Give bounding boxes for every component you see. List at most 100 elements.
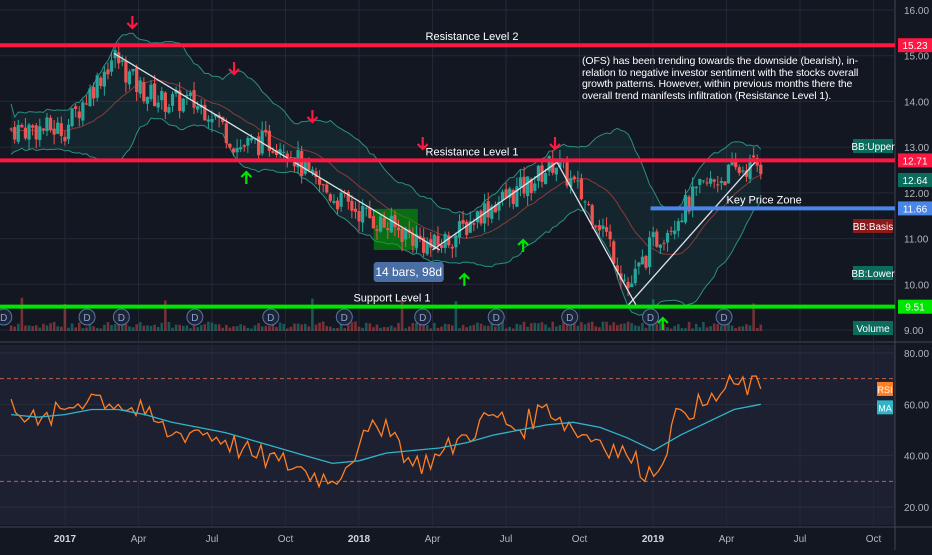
candle-body — [267, 130, 271, 151]
volume-bar — [253, 325, 257, 331]
volume-bar — [468, 325, 472, 331]
candle-body — [604, 227, 609, 232]
trend-line — [432, 158, 563, 251]
candle-body — [730, 161, 734, 166]
candle-body — [152, 83, 157, 107]
candle-body — [569, 178, 573, 188]
volume-bar — [400, 300, 404, 331]
candle-body — [493, 205, 497, 213]
candle-body — [206, 119, 210, 122]
badge-label: BB:Lower — [851, 269, 895, 280]
volume-bar — [103, 324, 106, 331]
candle-body — [515, 186, 519, 207]
level-price-label: 15.23 — [902, 41, 927, 52]
candle-body — [425, 241, 429, 255]
volume-bar — [655, 323, 659, 331]
volume-bar — [465, 327, 468, 331]
candle-body — [475, 211, 480, 223]
volume-bar — [433, 322, 436, 331]
candle-body — [640, 256, 645, 265]
volume-bar — [77, 322, 81, 331]
candle-body — [691, 186, 695, 211]
volume-bar — [34, 325, 38, 331]
price-tick-label: 12.00 — [904, 189, 929, 200]
candle-body — [321, 184, 325, 186]
volume-bar — [461, 324, 465, 331]
volume-bar — [727, 321, 730, 331]
candle-body — [188, 92, 193, 96]
candle-body — [547, 156, 551, 172]
candle-body — [289, 157, 293, 159]
dividend-marker-label: D — [566, 313, 573, 324]
volume-bar — [637, 326, 641, 331]
time-tick-label: Oct — [866, 534, 882, 545]
volume-bar — [67, 327, 70, 331]
rsi-badge — [877, 381, 893, 396]
candle-body — [127, 71, 132, 85]
volume-bar — [286, 328, 289, 331]
candle-body — [759, 164, 763, 175]
volume-bar — [669, 328, 673, 331]
volume-bar — [576, 325, 580, 331]
time-tick-label: 2018 — [348, 534, 371, 545]
candle-body — [364, 207, 368, 209]
volume-bar — [232, 326, 235, 331]
candle-body — [752, 155, 756, 158]
candle-body — [117, 52, 121, 64]
volume-bar — [300, 324, 303, 331]
candle-body — [81, 102, 85, 121]
volume-bar — [56, 326, 60, 331]
down-arrow — [416, 137, 429, 151]
volume-bar — [217, 324, 221, 331]
candle-body — [651, 232, 655, 238]
candle-body — [723, 181, 727, 186]
volume-bar — [20, 297, 24, 331]
candle-body — [239, 147, 243, 150]
candle-body — [41, 128, 45, 131]
level-price-label: 12.71 — [902, 156, 927, 167]
volume-bar — [425, 325, 429, 331]
volume-bar — [397, 322, 400, 331]
volume-bar — [336, 328, 339, 331]
candle-body — [16, 124, 20, 142]
volume-bar — [720, 325, 723, 331]
candle-body — [346, 191, 350, 202]
volume-bar — [13, 326, 16, 331]
time-axis: 2017 Apr Jul Oct 2018 Apr Jul Oct 2019 Apr Jul Oct — [54, 534, 882, 545]
candle-body — [203, 104, 207, 121]
level-price-badge — [898, 38, 932, 53]
candle-body — [303, 160, 307, 174]
time-tick-label: Oct — [278, 534, 294, 545]
volume-bar — [544, 324, 547, 331]
candle-body — [246, 137, 250, 146]
badge-label: BB:Upper — [851, 142, 895, 153]
volume-bar — [605, 321, 608, 331]
volume-bar — [451, 325, 454, 331]
volume-bar — [490, 322, 494, 331]
volume-bar — [533, 322, 537, 331]
candle-body — [160, 91, 164, 101]
rsi-ma-badge-label: MA — [878, 403, 892, 413]
volume-bar — [149, 325, 153, 331]
volume-bar — [95, 328, 99, 331]
volume-bar — [415, 322, 418, 331]
candle-body — [536, 165, 541, 181]
candle-body — [174, 89, 178, 94]
candle-body — [310, 169, 315, 173]
dividend-marker — [112, 308, 130, 326]
volume-bar — [70, 323, 74, 331]
level-label: Support Level 1 — [353, 293, 430, 305]
volume-bar — [537, 323, 540, 331]
dividend-marker — [414, 308, 432, 326]
candle-body — [38, 126, 42, 140]
volume-bar — [572, 322, 576, 331]
dividend-marker-label: D — [118, 313, 125, 324]
candle-body — [328, 194, 332, 201]
candle-body — [92, 86, 96, 99]
candle-body — [497, 201, 501, 211]
volume-bar — [694, 323, 698, 331]
volume-bar — [404, 328, 407, 331]
volume-bar — [318, 322, 321, 331]
